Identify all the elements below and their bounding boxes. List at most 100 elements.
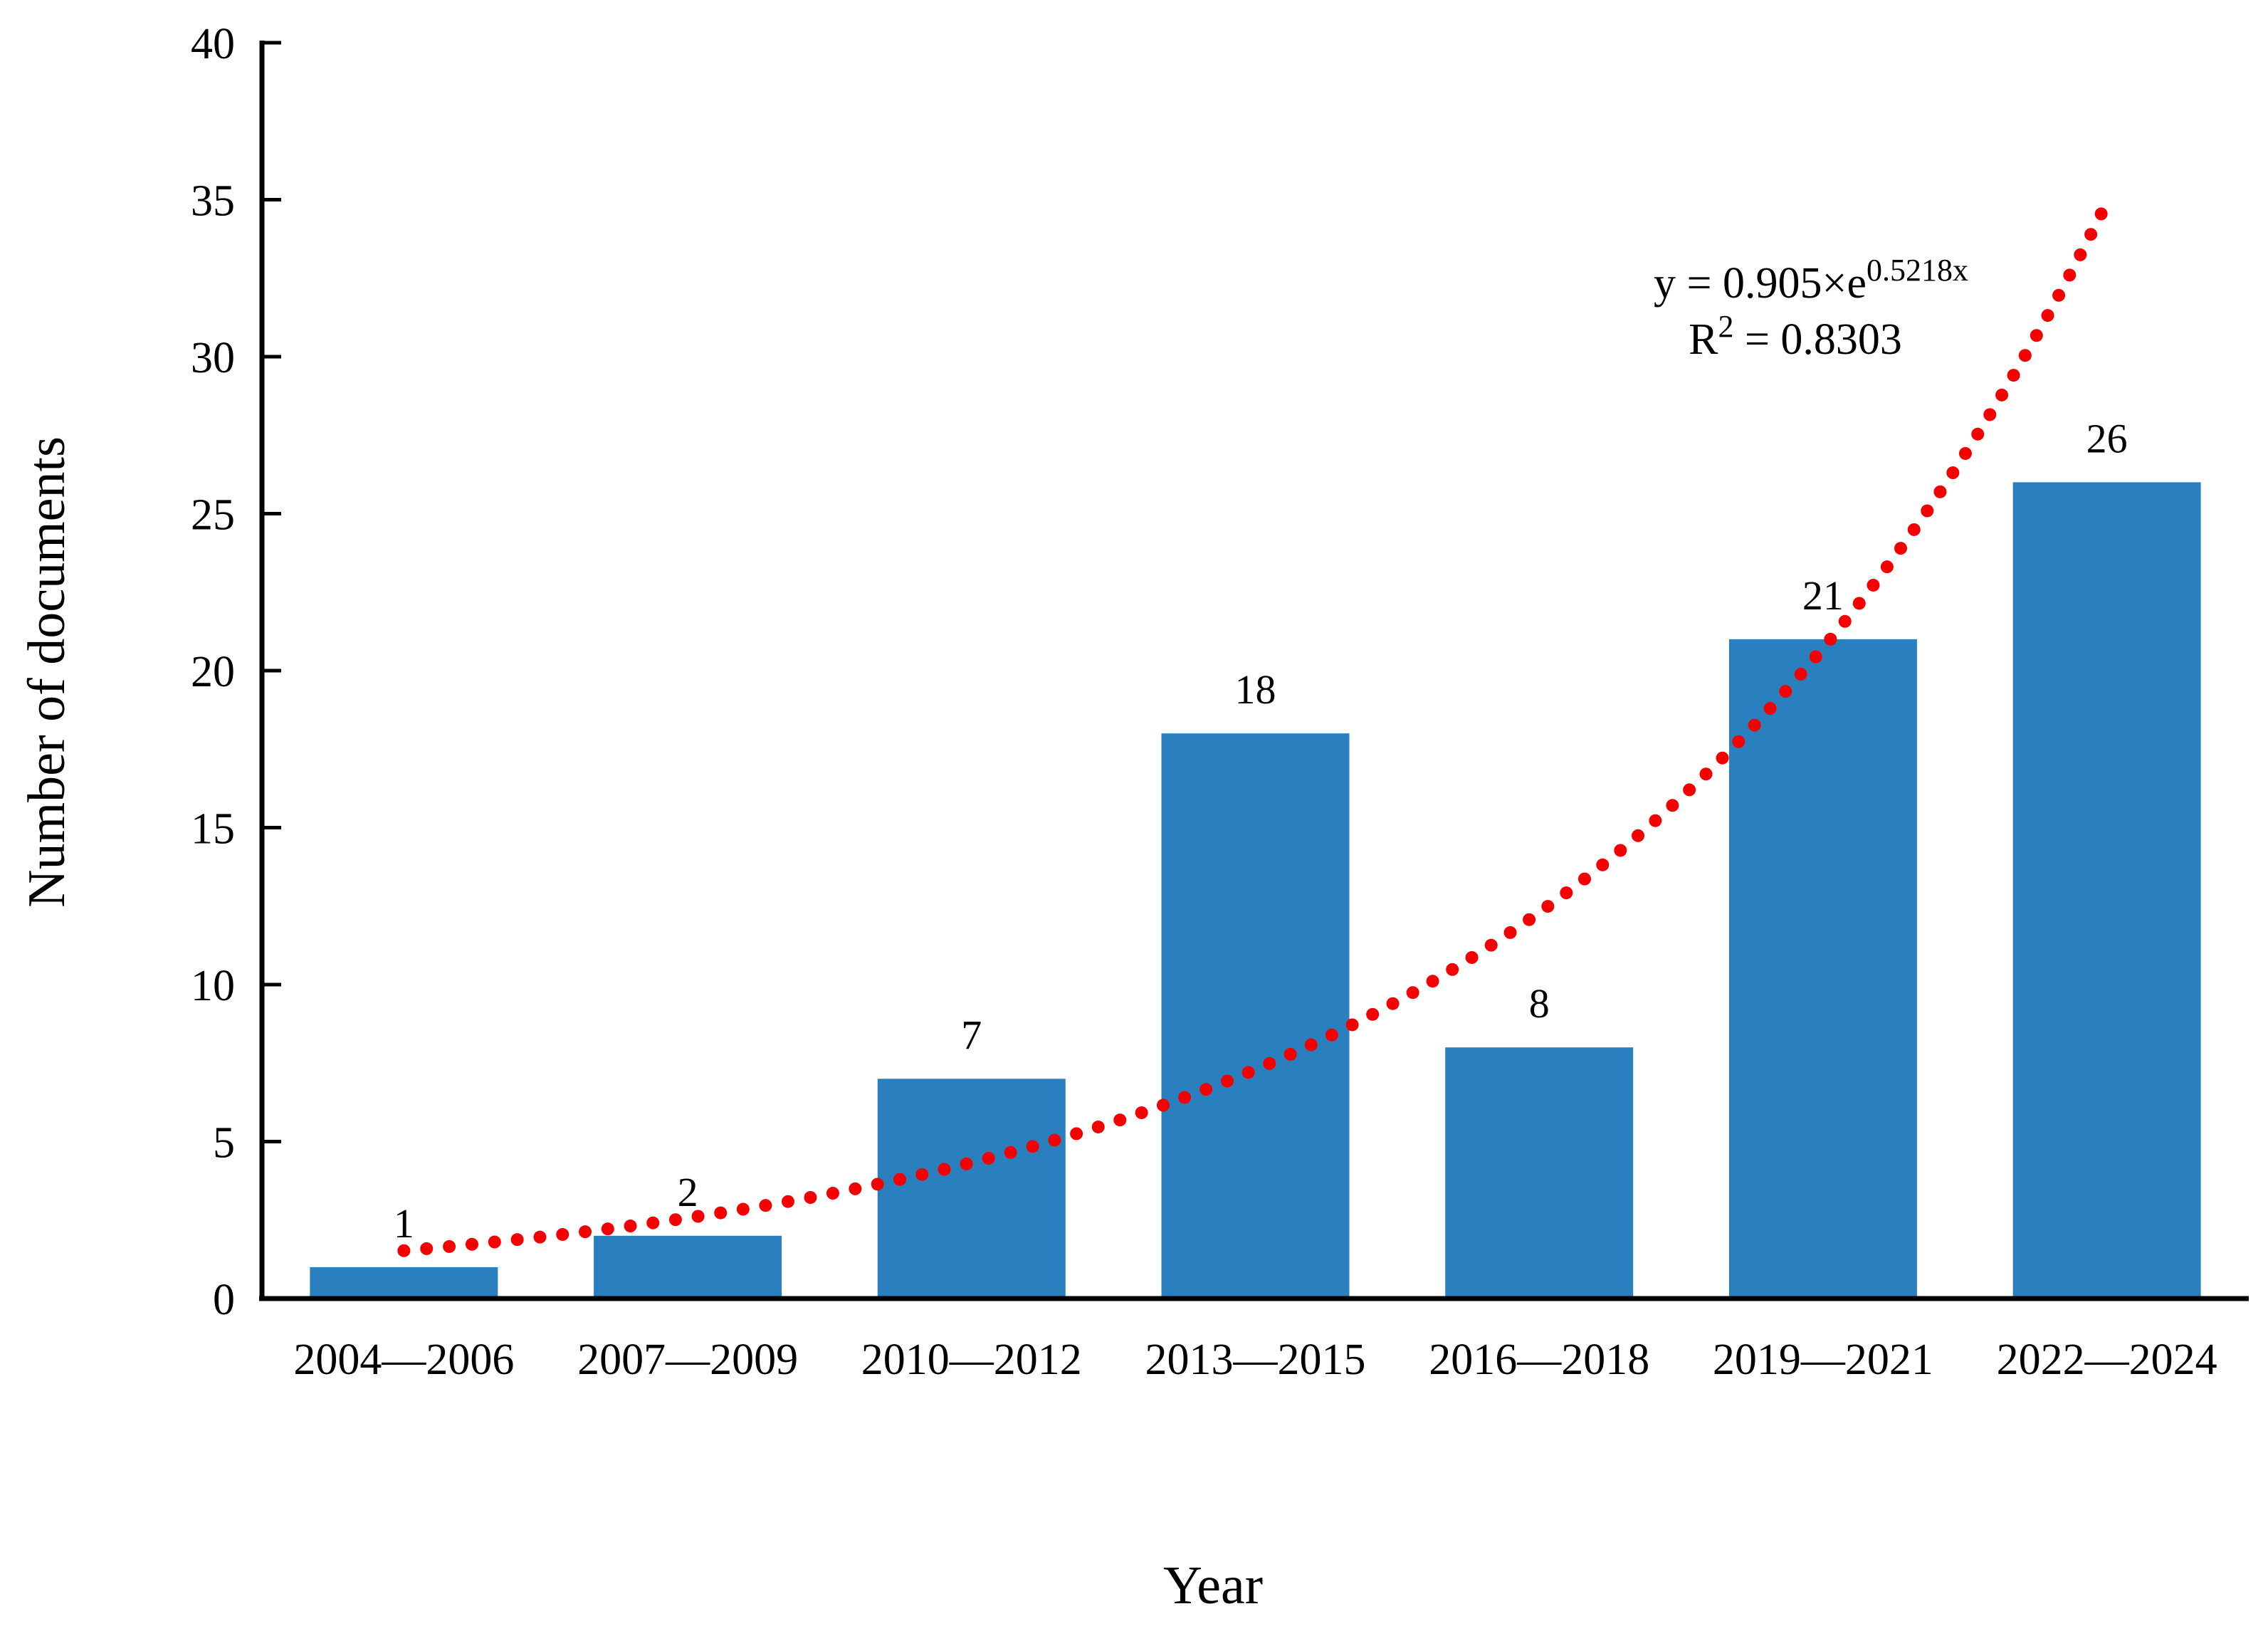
trendline-dot: [397, 1244, 411, 1257]
trendline-dot: [2074, 248, 2087, 261]
x-tick-label: 2019—2021: [1713, 1336, 1933, 1384]
trendline-dot: [1614, 844, 1627, 857]
trendline-dot: [1070, 1127, 1083, 1141]
y-tick-label: 40: [191, 20, 235, 68]
y-tick-label: 20: [191, 648, 235, 696]
trendline-dot: [1345, 1018, 1359, 1032]
trendline-dot: [1699, 767, 1713, 781]
trendline-dot: [579, 1225, 592, 1239]
x-tick-label: 2022—2024: [1997, 1336, 2217, 1384]
trendline-dot: [1632, 829, 1645, 842]
r-squared-value: = 0.8303: [1733, 315, 1901, 364]
trendline-dot: [1091, 1120, 1105, 1133]
trendline-dot: [1406, 986, 1419, 1000]
trendline-dot: [668, 1213, 682, 1227]
trendline-dot: [1838, 614, 1852, 628]
r-squared-base: R: [1689, 315, 1718, 364]
trendline-dot: [1465, 950, 1479, 964]
bar-value-label: 21: [1802, 572, 1844, 619]
trendline-dot: [1894, 542, 1908, 555]
trendline-dot: [624, 1220, 637, 1233]
trendline-dot: [736, 1202, 750, 1216]
y-axis-title: Number of documents: [18, 436, 76, 908]
trendline-dot: [893, 1173, 907, 1186]
trendline-dot: [1026, 1140, 1039, 1153]
trendline-dot: [2063, 268, 2077, 282]
trendline-dot: [938, 1163, 951, 1176]
trendline-dot: [1732, 735, 1745, 748]
trend-equation: y = 0.905×e0.5218x: [1654, 253, 1968, 308]
trendline-dot: [2030, 329, 2043, 342]
trend-equation-base: y = 0.905×e: [1654, 259, 1867, 308]
bar-value-labels-group: 1 2 7 18 8 21 26: [394, 415, 2128, 1247]
y-tick-label: 30: [191, 334, 235, 382]
trendline-dot: [1794, 667, 1807, 681]
trendline-dot: [443, 1239, 456, 1253]
bar: [1728, 639, 1917, 1301]
y-tick-label: 15: [191, 805, 235, 854]
trend-r-squared: R2 = 0.8303: [1689, 309, 1902, 364]
trendline-dot: [1983, 408, 1997, 421]
y-tick-label: 35: [191, 177, 235, 226]
trendline-dot: [714, 1206, 728, 1220]
trendline-dot: [849, 1182, 862, 1195]
trendline-dot: [465, 1237, 478, 1251]
trendline-dot: [2052, 288, 2066, 302]
trendline-dot: [1135, 1106, 1148, 1119]
trendline-dot: [1304, 1038, 1318, 1052]
x-tick-label: 2010—2012: [861, 1336, 1082, 1384]
trendline-dot: [2084, 228, 2098, 241]
trendline-dot: [510, 1233, 524, 1247]
trendline-dot: [1263, 1057, 1276, 1070]
trendline-dot: [420, 1242, 434, 1255]
trendline-dot: [826, 1187, 839, 1200]
trendline-dot: [691, 1210, 705, 1223]
x-tick-labels-group: 2004—2006 2007—2009 2010—2012 2013—2015 2016…: [293, 1336, 2217, 1384]
trendline-dot: [2007, 369, 2020, 382]
y-tick-label: 10: [191, 962, 235, 1010]
r-squared-exponent: 2: [1718, 309, 1733, 344]
trendline-dot: [1503, 926, 1517, 939]
x-tick-label: 2013—2015: [1145, 1336, 1366, 1384]
trendline-dot: [601, 1222, 614, 1236]
trendline-dot: [1596, 858, 1610, 871]
bar: [1161, 733, 1350, 1301]
x-tick-label: 2016—2018: [1429, 1336, 1649, 1384]
trendline-dot: [1880, 560, 1894, 574]
trendline-dot: [1577, 872, 1591, 886]
trendline-dot: [1386, 997, 1400, 1010]
trendline-dot: [1199, 1083, 1213, 1096]
trendline-dot: [646, 1216, 660, 1230]
trendline-dot: [1748, 718, 1761, 732]
trendline-dot: [1763, 702, 1777, 715]
trendline-dot: [1484, 938, 1498, 952]
trendline-dot: [1366, 1007, 1380, 1021]
trendline-dot: [915, 1168, 929, 1181]
trendline-dot: [1523, 913, 1536, 926]
bar: [2012, 482, 2201, 1301]
x-axis-title: Year: [1163, 1556, 1263, 1615]
trendline-dot: [1809, 650, 1822, 664]
trendline-dot: [781, 1195, 794, 1208]
y-tick-label: 0: [213, 1276, 235, 1324]
trendline-dot: [1156, 1099, 1170, 1112]
trendline-dot: [1946, 466, 1960, 480]
trendline-dot: [556, 1227, 569, 1241]
trendline-dot: [2094, 207, 2108, 221]
trendline-dot: [1426, 975, 1439, 988]
bar-value-label: 7: [961, 1012, 982, 1058]
trendline-dot: [871, 1178, 884, 1191]
trend-equation-exponent: 0.5218x: [1867, 253, 1968, 288]
trendline-dot: [1325, 1028, 1338, 1042]
bar-value-label: 1: [394, 1200, 414, 1247]
trendline-dot: [1178, 1091, 1192, 1104]
bar: [1445, 1047, 1634, 1301]
trendline-dot: [960, 1157, 973, 1170]
trendline-dot: [1446, 963, 1459, 976]
bars-group: [310, 482, 2201, 1301]
bar: [310, 1267, 498, 1301]
trendline-dot: [1666, 799, 1679, 812]
trendline-dot: [488, 1235, 501, 1249]
trendline-dot: [1004, 1145, 1017, 1159]
